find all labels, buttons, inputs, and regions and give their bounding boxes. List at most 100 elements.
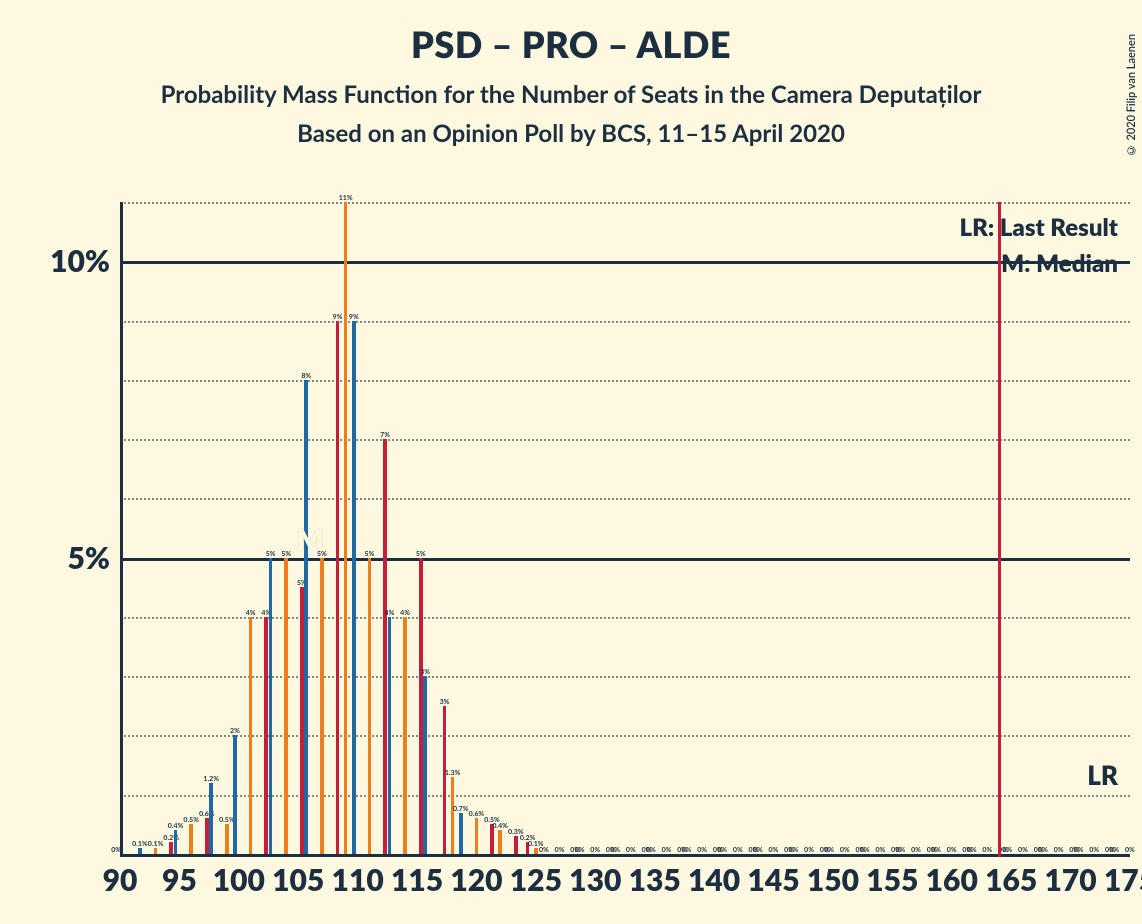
bar-value-label: 5% — [266, 550, 276, 558]
bar-value-label: 5% — [281, 550, 291, 558]
bar-value-label: 0% — [1125, 846, 1135, 854]
bar-series-1: 5% — [320, 558, 324, 854]
x-tick-label: 100 — [213, 862, 265, 898]
bar-value-label: 0% — [931, 846, 941, 854]
bar-value-label: 0% — [824, 846, 834, 854]
bar-value-label: 0% — [1054, 846, 1064, 854]
bar-series-0: 9% — [352, 321, 356, 854]
x-tick-label: 130 — [569, 862, 621, 898]
bar-value-label: 5% — [416, 550, 426, 558]
bar-value-label: 0% — [1074, 846, 1084, 854]
bar-series-0: 0.1% — [138, 848, 142, 854]
bar-series-2: 0.2% — [169, 842, 173, 854]
bar-value-label: 11% — [339, 194, 353, 202]
bar-value-label: 4% — [400, 609, 410, 617]
bar-series-2: 5% — [419, 558, 423, 854]
x-tick-label: 140 — [688, 862, 740, 898]
chart-subtitle-2: Based on an Opinion Poll by BCS, 11–15 A… — [0, 119, 1142, 148]
bar-series-2: 5% — [300, 587, 304, 854]
bar-value-label: 0% — [947, 846, 957, 854]
bar-series-1: 0.4% — [498, 830, 502, 854]
bar-series-0: 0.7% — [459, 813, 463, 854]
x-tick-label: 90 — [103, 862, 138, 898]
bar-value-label: 0% — [895, 846, 905, 854]
bar-value-label: 0% — [682, 846, 692, 854]
bar-value-label: 0% — [539, 846, 549, 854]
x-tick-label: 175 — [1104, 862, 1142, 898]
bar-value-label: 0% — [804, 846, 814, 854]
bar-value-label: 9% — [349, 313, 359, 321]
median-badge: M — [297, 522, 324, 556]
bar-value-label: 0% — [1109, 846, 1119, 854]
bar-value-label: 0% — [555, 846, 565, 854]
bar-series-0: 8% — [304, 380, 308, 854]
bar-value-label: 0% — [753, 846, 763, 854]
bar-series-0: 1.2% — [209, 783, 213, 854]
bar-value-label: 1.2% — [203, 775, 219, 783]
chart-title: PSD – PRO – ALDE — [0, 22, 1142, 66]
bar-value-label: 9% — [333, 313, 343, 321]
bar-value-label: 0% — [590, 846, 600, 854]
bar-value-label: 0% — [575, 846, 585, 854]
copyright-label: © 2020 Filip van Laenen — [1125, 34, 1138, 156]
y-tick-label: 10% — [10, 243, 110, 279]
x-tick-label: 110 — [332, 862, 384, 898]
bar-series-1: 4% — [403, 617, 407, 854]
bar-value-label: 0% — [626, 846, 636, 854]
bar-value-label: 0% — [1018, 846, 1028, 854]
lr-badge: LR — [1087, 759, 1118, 791]
bar-value-label: 0.4% — [492, 822, 508, 830]
bar-series-1: 1.3% — [451, 777, 455, 854]
bar-value-label: 0% — [967, 846, 977, 854]
chart-subtitle-1: Probability Mass Function for the Number… — [0, 80, 1142, 109]
bar-value-label: 0% — [662, 846, 672, 854]
bar-value-label: 0% — [875, 846, 885, 854]
bar-value-label: 0% — [697, 846, 707, 854]
bar-series-1: 0.5% — [225, 824, 229, 854]
bar-series-1: 0.1% — [154, 848, 158, 854]
bar-value-label: 2% — [230, 727, 240, 735]
x-tick-label: 120 — [450, 862, 502, 898]
bar-value-label: 1.3% — [445, 769, 461, 777]
chart-plot-area: LR: Last Result M: Median 5%10%909510010… — [120, 202, 1130, 857]
bar-value-label: 0% — [769, 846, 779, 854]
bar-value-label: 0.4% — [168, 822, 184, 830]
bar-series-0: 2% — [233, 735, 237, 854]
bar-value-label: 0% — [1002, 846, 1012, 854]
bar-value-label: 0% — [733, 846, 743, 854]
x-tick-label: 150 — [807, 862, 859, 898]
bar-series-0: 5% — [269, 558, 273, 854]
bars-layer: 0%0.1%0.1%0.2%0.4%0.5%0.6%1.2%0.5%2%4%4%… — [120, 202, 1130, 854]
x-tick-label: 105 — [272, 862, 324, 898]
bar-series-2: 3% — [443, 706, 447, 854]
bar-value-label: 0% — [646, 846, 656, 854]
bar-series-0: 4% — [388, 617, 392, 854]
last-result-line — [998, 202, 1001, 857]
bar-series-1: 4% — [249, 617, 253, 854]
x-tick-label: 95 — [162, 862, 197, 898]
bar-value-label: 3% — [420, 668, 430, 676]
bar-series-1: 0.1% — [534, 848, 538, 854]
bar-value-label: 0.1% — [148, 840, 164, 848]
bar-value-label: 0% — [1038, 846, 1048, 854]
bar-series-2: 4% — [264, 617, 268, 854]
x-tick-label: 135 — [629, 862, 681, 898]
bar-value-label: 0% — [911, 846, 921, 854]
bar-value-label: 4% — [385, 609, 395, 617]
bar-value-label: 0.6% — [469, 810, 485, 818]
bar-value-label: 0% — [840, 846, 850, 854]
x-tick-label: 160 — [926, 862, 978, 898]
bar-series-1: 11% — [344, 202, 348, 854]
x-tick-label: 115 — [391, 862, 443, 898]
bar-value-label: 0% — [982, 846, 992, 854]
bar-value-label: 0.1% — [132, 840, 148, 848]
bar-value-label: 7% — [380, 431, 390, 439]
bar-value-label: 0% — [111, 846, 121, 854]
bar-series-2: 0.6% — [205, 818, 209, 854]
bar-series-1: 5% — [284, 558, 288, 854]
bar-series-1: 5% — [368, 558, 372, 854]
x-tick-label: 155 — [866, 862, 918, 898]
bar-value-label: 0% — [610, 846, 620, 854]
bar-series-2: 0.3% — [514, 836, 518, 854]
bar-value-label: 5% — [365, 550, 375, 558]
